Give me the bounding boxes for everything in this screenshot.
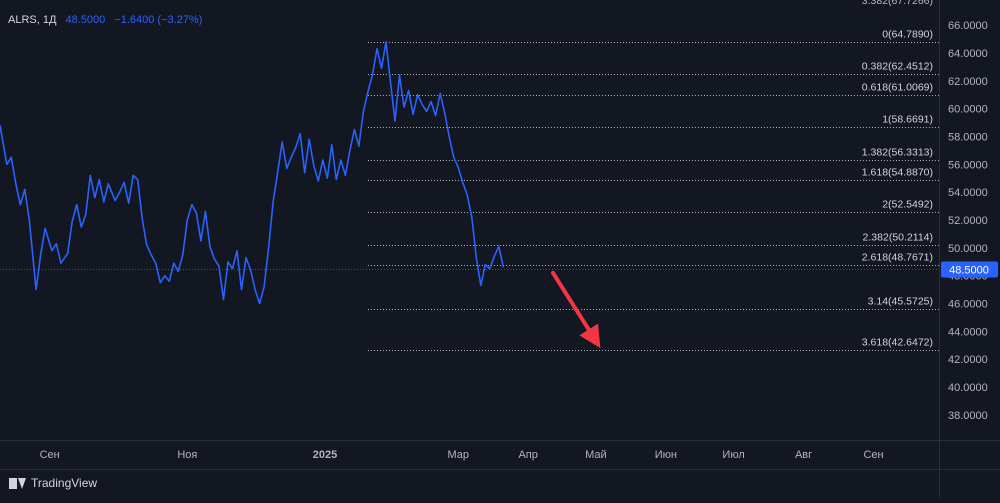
x-tick-label: Сен xyxy=(863,449,883,461)
footer-brand[interactable]: TradingView xyxy=(9,476,97,490)
y-tick-label: 66.0000 xyxy=(948,20,988,32)
x-tick-label: Авг xyxy=(795,449,812,461)
x-tick-label: Сен xyxy=(40,449,60,461)
legend-symbol[interactable]: ALRS, 1Д xyxy=(8,14,57,26)
y-tick-label: 38.0000 xyxy=(948,410,988,422)
y-tick-label: 50.0000 xyxy=(948,243,988,255)
fib-level-label: 1.618(54.8870) xyxy=(862,167,933,179)
x-tick-label: Апр xyxy=(518,449,537,461)
y-tick-label: 52.0000 xyxy=(948,215,988,227)
x-tick-label: Июл xyxy=(722,449,744,461)
y-tick-label: 40.0000 xyxy=(948,382,988,394)
fib-level-label: 3.14(45.5725) xyxy=(868,296,933,308)
y-tick-label: 62.0000 xyxy=(948,76,988,88)
y-tick-label: 46.0000 xyxy=(948,299,988,311)
chart-legend: ALRS, 1Д 48.5000 −1.6400 (−3.27%) xyxy=(8,14,202,26)
y-tick-label: 60.0000 xyxy=(948,104,988,116)
x-tick-label: Мар xyxy=(447,449,469,461)
fib-level-label: 2(52.5492) xyxy=(882,199,933,211)
last-price-label: 48.5000 xyxy=(949,265,989,277)
fib-level-label: 2.618(48.7671) xyxy=(862,252,933,264)
y-tick-label: 42.0000 xyxy=(948,354,988,366)
y-tick-label: 54.0000 xyxy=(948,187,988,199)
x-tick-label: Май xyxy=(585,449,607,461)
fib-level-label: 1.382(56.3313) xyxy=(862,147,933,159)
legend-change: −1.6400 (−3.27%) xyxy=(114,14,203,26)
fib-level-label: 3.618(42.6472) xyxy=(862,337,933,349)
y-tick-label: 58.0000 xyxy=(948,131,988,143)
fib-level-label: 0.618(61.0069) xyxy=(862,82,933,94)
x-tick-label: Ноя xyxy=(177,449,197,461)
price-line[interactable] xyxy=(0,40,505,305)
y-tick-label: 44.0000 xyxy=(948,326,988,338)
fib-level-label: 0.382(62.4512) xyxy=(862,61,933,73)
tradingview-logo-icon xyxy=(9,477,26,489)
fib-level-label: 2.382(50.2114) xyxy=(863,232,933,244)
legend-price: 48.5000 xyxy=(65,14,106,26)
fib-level-label: 1(58.6691) xyxy=(882,114,933,126)
forecast-arrow-shaft xyxy=(551,270,591,332)
fib-level-label: 0(64.7890) xyxy=(882,29,933,41)
x-tick-label: Июн xyxy=(655,449,677,461)
y-tick-label: 56.0000 xyxy=(948,159,988,171)
last-price-badge xyxy=(941,261,998,278)
x-tick-label: 2025 xyxy=(313,449,337,461)
forecast-arrow-head xyxy=(579,323,601,349)
brand-label: TradingView xyxy=(31,476,98,490)
fib-level-label-partial: 3.382(67.7266) xyxy=(862,0,933,7)
y-tick-label: 64.0000 xyxy=(948,48,988,60)
